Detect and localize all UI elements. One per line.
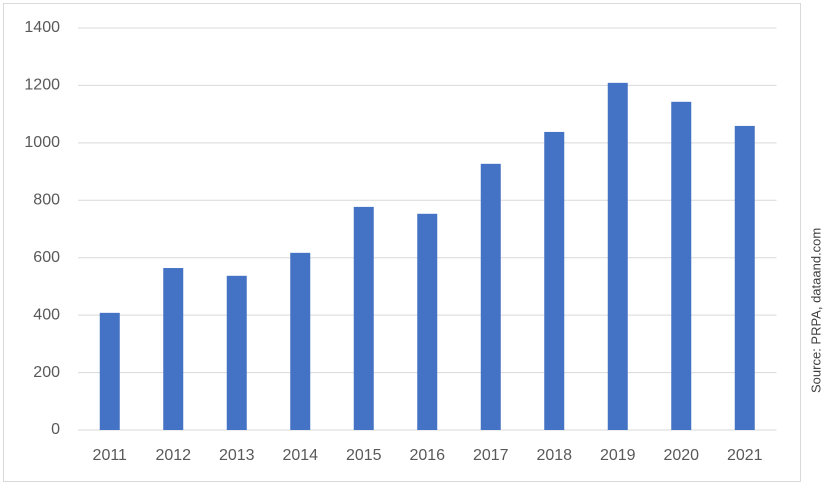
y-tick-label: 1000 (24, 134, 60, 151)
x-tick-label: 2016 (409, 447, 445, 464)
bar (480, 163, 501, 430)
x-tick-label: 2021 (727, 447, 763, 464)
bar (290, 252, 311, 430)
bar (99, 312, 120, 430)
bar (734, 125, 755, 430)
y-tick-label: 200 (33, 364, 60, 381)
chart-border (3, 3, 801, 482)
x-tick-label: 2013 (219, 447, 255, 464)
x-tick-label: 2011 (93, 447, 128, 464)
y-tick-label: 400 (33, 306, 60, 323)
bar (163, 268, 184, 430)
bar (353, 206, 374, 430)
x-tick-label: 2012 (155, 447, 191, 464)
y-tick-label: 0 (51, 421, 60, 438)
bar (226, 275, 247, 430)
x-tick-label: 2018 (536, 447, 572, 464)
x-tick-label: 2017 (473, 447, 509, 464)
x-tick-label: 2015 (346, 447, 382, 464)
bar (671, 101, 692, 430)
y-tick-label: 1400 (24, 19, 60, 36)
y-tick-label: 600 (33, 249, 60, 266)
y-tick-label: 1200 (24, 77, 60, 94)
x-tick-label: 2019 (600, 447, 636, 464)
source-note: Source: PRPA, dataand.com (808, 228, 823, 393)
x-tick-label: 2020 (663, 447, 699, 464)
bar (417, 213, 438, 430)
bar (607, 82, 628, 430)
x-tick-label: 2014 (282, 447, 318, 464)
bar (544, 131, 565, 430)
y-tick-label: 800 (33, 192, 60, 209)
